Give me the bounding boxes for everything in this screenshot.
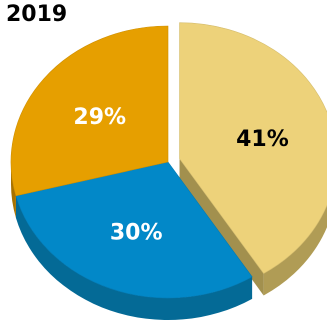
slice-1 bbox=[15, 161, 253, 299]
slice-label-1: 30% bbox=[110, 221, 163, 246]
slice-side-1 bbox=[15, 195, 253, 320]
chart-title: 2019 bbox=[6, 2, 68, 27]
slice-side-2 bbox=[11, 162, 16, 218]
slice-label-0: 41% bbox=[236, 127, 289, 152]
slice-2 bbox=[10, 25, 169, 197]
slice-0 bbox=[179, 22, 327, 274]
slice-cut-end-0 bbox=[179, 158, 264, 296]
slice-label-2: 29% bbox=[73, 105, 126, 130]
slice-side-0 bbox=[263, 205, 327, 296]
